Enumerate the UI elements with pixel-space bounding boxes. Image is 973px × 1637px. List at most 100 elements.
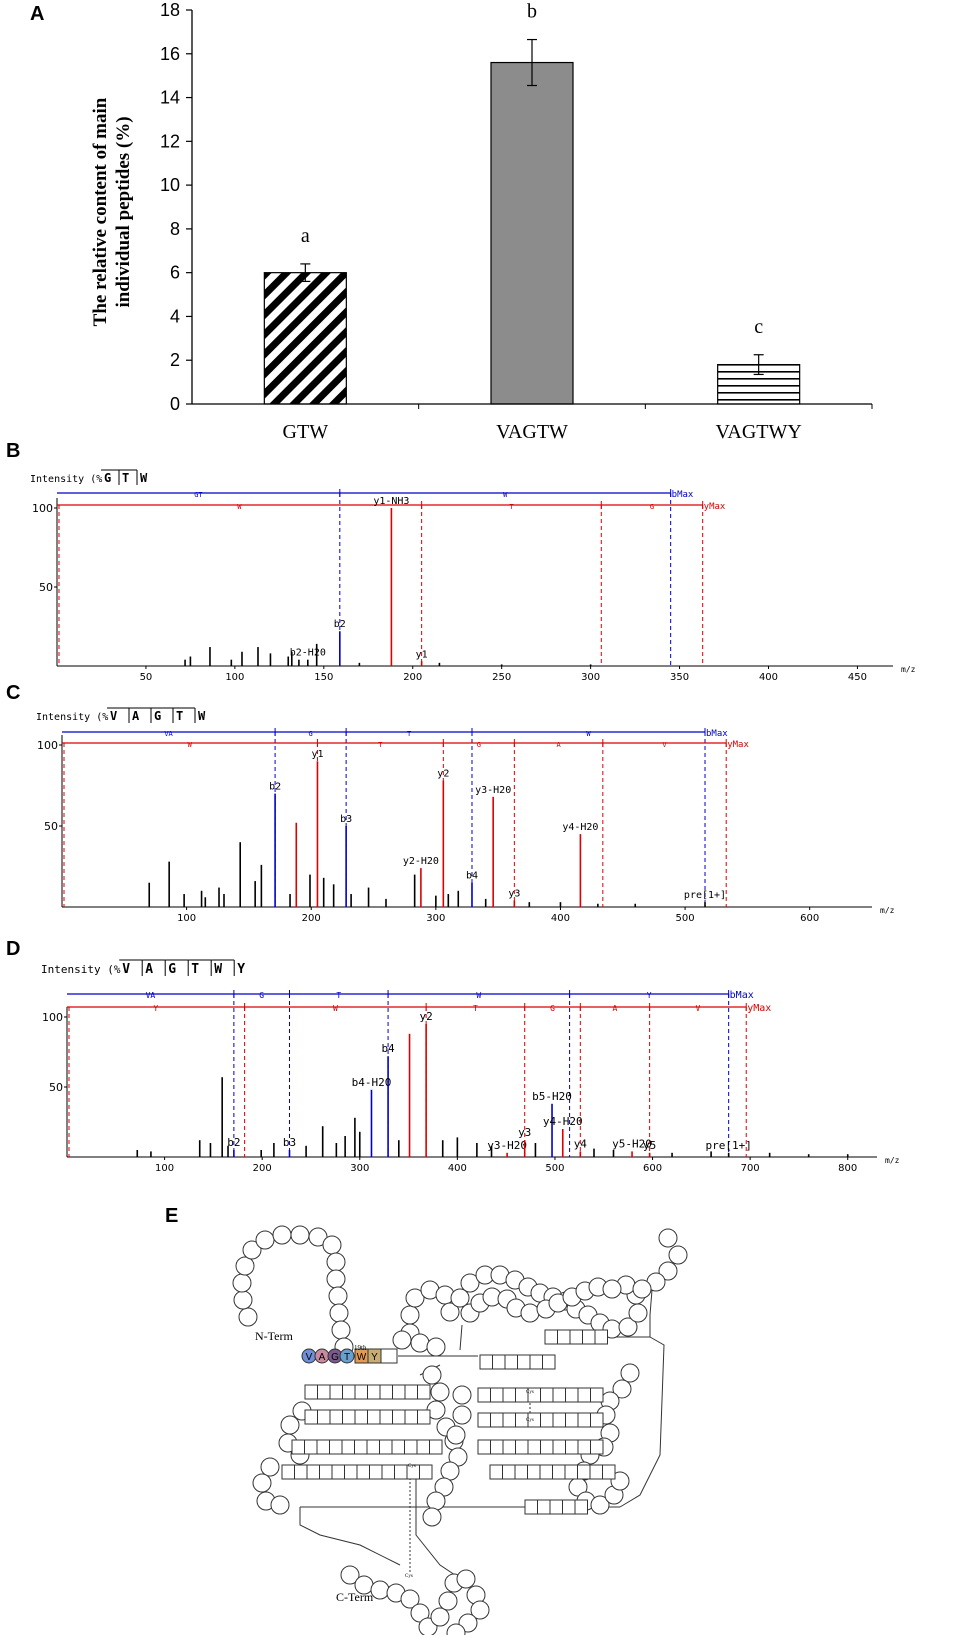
- peptide-residue-label: V: [306, 1352, 313, 1363]
- x-category-label: VAGTWY: [716, 421, 802, 443]
- b-ladder-residue: GT: [194, 491, 203, 499]
- spectrum-x-tick-label: 150: [314, 672, 333, 683]
- sequence-residue: G: [104, 471, 111, 485]
- sequence-residue: G: [168, 962, 176, 977]
- b-max-label: bMax: [706, 729, 728, 739]
- helix-residue-box: [590, 1412, 604, 1428]
- spectrum-y-tick-label: 50: [39, 581, 53, 594]
- significance-letter: a: [301, 225, 310, 247]
- spectrum-x-tick-label: 800: [838, 1163, 857, 1174]
- peak-label: y3: [508, 889, 520, 900]
- spectrum-y-tick-label: 100: [32, 502, 53, 515]
- residue-circle: [658, 1228, 678, 1248]
- spectrum-x-label: m/z: [901, 665, 916, 674]
- helix-residue-box: [429, 1439, 443, 1455]
- peak-label: b3: [340, 814, 352, 825]
- helix-residue-box: [502, 1412, 516, 1428]
- b-ladder-residue: T: [407, 730, 412, 738]
- helix-residue-box: [502, 1464, 516, 1480]
- residue-circle: [255, 1230, 275, 1250]
- helix-residue-box: [379, 1409, 393, 1425]
- helix-residue-box: [404, 1439, 418, 1455]
- helix-residue-box: [304, 1439, 318, 1455]
- residue-circle: [426, 1491, 446, 1511]
- sequence-residue: T: [191, 962, 199, 977]
- b-ladder-residue: W: [476, 991, 481, 1000]
- helix-residue-box: [577, 1412, 591, 1428]
- spectrum-x-tick-label: 100: [225, 672, 244, 683]
- helix-residue-box: [392, 1384, 406, 1400]
- helix-residue-box: [540, 1412, 554, 1428]
- helix-residue-box: [582, 1329, 596, 1345]
- y-tick-label: 8: [170, 219, 180, 239]
- sequence-residue: V: [110, 709, 117, 723]
- peak-label: b5-H20: [532, 1090, 572, 1103]
- helix-residue-box: [354, 1439, 368, 1455]
- helix-residue-box: [417, 1409, 431, 1425]
- helix-residue-box: [381, 1464, 395, 1480]
- y-ladder-residue: G: [477, 741, 481, 749]
- residue-circle: [410, 1333, 430, 1353]
- helix-residue-box: [544, 1329, 558, 1345]
- backbone-line: [415, 1467, 471, 1586]
- spectrum-x-tick-label: 200: [403, 672, 422, 683]
- helix-residue-box: [565, 1439, 579, 1455]
- residue-circle: [233, 1290, 253, 1310]
- residue-circle: [440, 1461, 460, 1481]
- peak-label: pre[1+]: [684, 890, 726, 901]
- peak-label: b4-H20: [352, 1076, 392, 1089]
- helix-residue-box: [477, 1412, 491, 1428]
- intensity-title: Intensity (%: [36, 712, 108, 723]
- spectrum-y-tick-label: 50: [49, 1081, 63, 1094]
- y-ladder-residue: T: [473, 1004, 478, 1013]
- helix-residue-box: [479, 1354, 493, 1370]
- y-max-label: yMax: [727, 740, 749, 750]
- peptide-residue-label: G: [331, 1352, 339, 1363]
- helix-residue-box: [565, 1387, 579, 1403]
- helix-residue-box: [342, 1384, 356, 1400]
- helix-residue-box: [490, 1412, 504, 1428]
- spectrum-x-tick-label: 300: [426, 913, 445, 924]
- helix-residue-box: [594, 1329, 608, 1345]
- residue-circle: [450, 1288, 470, 1308]
- helix-residue-box: [404, 1409, 418, 1425]
- panel-label-e: E: [165, 1205, 179, 1227]
- spectrum-x-tick-label: 600: [643, 1163, 662, 1174]
- x-category-label: GTW: [283, 421, 329, 443]
- peptide-residue-label: Y: [371, 1352, 378, 1363]
- peak-label: b2: [269, 782, 281, 793]
- residue-circle: [628, 1303, 648, 1323]
- y-tick-label: 18: [160, 0, 180, 20]
- residue-circle: [460, 1273, 480, 1293]
- b-ladder-residue: W: [586, 730, 591, 738]
- peak-label: pre[1+]: [705, 1139, 751, 1152]
- peak-label: y2-H20: [403, 856, 439, 867]
- y-ladder-residue: T: [509, 503, 514, 511]
- sequence-residue: V: [122, 962, 130, 977]
- spectrum-x-tick-label: 200: [302, 913, 321, 924]
- helix-residue-box: [304, 1384, 318, 1400]
- helix-residue-box: [329, 1409, 343, 1425]
- helix-residue-box: [304, 1409, 318, 1425]
- residue-circle: [331, 1320, 351, 1340]
- spectrum-y-tick-label: 100: [42, 1011, 63, 1024]
- peptide-residue-label: W: [357, 1352, 367, 1363]
- helix-residue-box: [552, 1412, 566, 1428]
- helix-residue-box: [379, 1439, 393, 1455]
- y-ladder-residue: A: [613, 1004, 618, 1013]
- sequence-residue: A: [145, 962, 153, 977]
- peak-label: y5: [643, 1139, 656, 1152]
- spectrum-x-tick-label: 100: [155, 1163, 174, 1174]
- intensity-title: Intensity (%: [41, 963, 121, 976]
- helix-residue-box: [504, 1354, 518, 1370]
- sequence-residue: W: [214, 962, 222, 977]
- helix-residue-box: [281, 1464, 295, 1480]
- residue-circle: [620, 1363, 640, 1383]
- panel-label-d: D: [6, 938, 21, 960]
- cys-label-3: Cys: [408, 1464, 416, 1469]
- residue-circle: [280, 1415, 300, 1435]
- b-max-label: bMax: [672, 490, 694, 500]
